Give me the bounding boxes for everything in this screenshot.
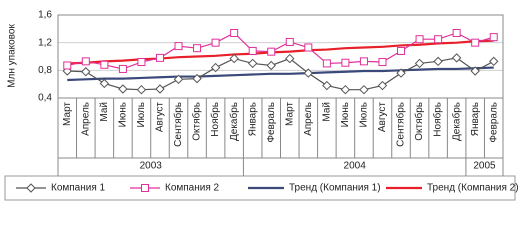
point bbox=[322, 59, 331, 68]
x-tick-label: Июнь bbox=[118, 102, 129, 127]
x-tick-label: Февраль bbox=[266, 102, 277, 143]
x-tick-label: Сентябрь bbox=[395, 102, 407, 147]
legend-box bbox=[4, 175, 516, 201]
series-line bbox=[67, 39, 494, 65]
y-tick-label: 1,6 bbox=[38, 10, 52, 21]
x-tick-label: Февраль bbox=[488, 102, 499, 143]
point bbox=[414, 58, 425, 69]
point bbox=[471, 38, 480, 47]
legend-label: Компания 2 bbox=[165, 183, 220, 194]
point bbox=[155, 53, 164, 62]
point bbox=[303, 68, 314, 78]
x-tick-label: Октябрь bbox=[413, 102, 425, 141]
x-tick-label: Март bbox=[62, 102, 73, 126]
point bbox=[489, 56, 499, 67]
point bbox=[63, 61, 72, 70]
group-label: 2004 bbox=[344, 161, 367, 172]
legend-label: Компания 1 bbox=[51, 183, 106, 194]
point bbox=[397, 46, 406, 55]
x-tick-label: Декабрь bbox=[228, 102, 240, 141]
point bbox=[211, 38, 220, 47]
y-tick-label: 0,4 bbox=[38, 93, 52, 104]
legend-label: Тренд (Компания 2) bbox=[427, 183, 519, 194]
x-tick-label: Январь bbox=[470, 102, 481, 136]
x-tick-label: Апрель bbox=[80, 102, 91, 136]
point bbox=[451, 53, 462, 63]
point bbox=[322, 80, 332, 91]
x-tick-label: Октябрь bbox=[191, 102, 203, 141]
point bbox=[118, 64, 127, 73]
point bbox=[229, 53, 239, 64]
x-tick-label: Август bbox=[155, 102, 166, 133]
series-line bbox=[67, 66, 494, 82]
point bbox=[136, 84, 147, 95]
point bbox=[230, 28, 239, 37]
chart: Млн упаковок 0,4 0,8 1,2 1,6 Март Апрель Май Ию… bbox=[4, 10, 519, 201]
group-label: 2003 bbox=[140, 161, 163, 172]
point bbox=[193, 44, 202, 53]
x-tick-label: Ноябрь bbox=[432, 102, 444, 137]
point bbox=[285, 37, 294, 46]
point bbox=[137, 58, 146, 67]
point bbox=[377, 80, 388, 91]
point bbox=[340, 84, 351, 95]
x-tick-label: Март bbox=[284, 102, 295, 126]
point bbox=[359, 57, 368, 66]
y-tick-label: 0,8 bbox=[38, 65, 52, 76]
point bbox=[99, 78, 110, 89]
point bbox=[118, 84, 128, 94]
point bbox=[378, 58, 387, 67]
point bbox=[210, 62, 221, 73]
point bbox=[266, 60, 276, 71]
point bbox=[81, 67, 91, 77]
x-tick-label: Август bbox=[377, 102, 388, 133]
x-tick-label: Май bbox=[321, 102, 332, 122]
point bbox=[396, 68, 406, 78]
group-label: 2005 bbox=[473, 161, 496, 172]
point bbox=[267, 47, 276, 56]
point bbox=[247, 58, 258, 69]
legend-marker bbox=[141, 184, 149, 192]
x-tick-label: Июль bbox=[359, 102, 370, 128]
point bbox=[359, 84, 369, 95]
point bbox=[155, 84, 165, 94]
point bbox=[192, 73, 202, 84]
point bbox=[470, 66, 480, 76]
x-tick-label: Май bbox=[99, 102, 110, 122]
y-axis-label: Млн упаковок bbox=[7, 24, 18, 88]
x-tick-label: Апрель bbox=[303, 102, 314, 136]
point bbox=[248, 46, 257, 55]
point bbox=[452, 28, 461, 37]
x-tick-label: Ноябрь bbox=[209, 102, 221, 137]
x-tick-label: Сентябрь bbox=[172, 102, 184, 147]
x-tick-label: Декабрь bbox=[450, 102, 462, 141]
point bbox=[100, 60, 109, 69]
point bbox=[304, 43, 313, 52]
plot-frame bbox=[57, 14, 504, 99]
legend-label: Тренд (Компания 1) bbox=[289, 183, 381, 194]
point bbox=[415, 35, 424, 44]
point bbox=[173, 74, 184, 85]
point bbox=[285, 53, 295, 64]
x-tick-label: Июнь bbox=[340, 102, 351, 127]
legend-marker bbox=[26, 183, 36, 193]
y-tick-label: 1,2 bbox=[38, 37, 52, 48]
point bbox=[341, 58, 350, 67]
x-tick-label: Июль bbox=[136, 102, 147, 128]
point bbox=[433, 56, 443, 67]
point bbox=[81, 57, 90, 66]
point bbox=[434, 35, 443, 44]
point bbox=[174, 42, 183, 51]
x-tick-label: Январь bbox=[247, 102, 258, 136]
point bbox=[489, 33, 498, 42]
